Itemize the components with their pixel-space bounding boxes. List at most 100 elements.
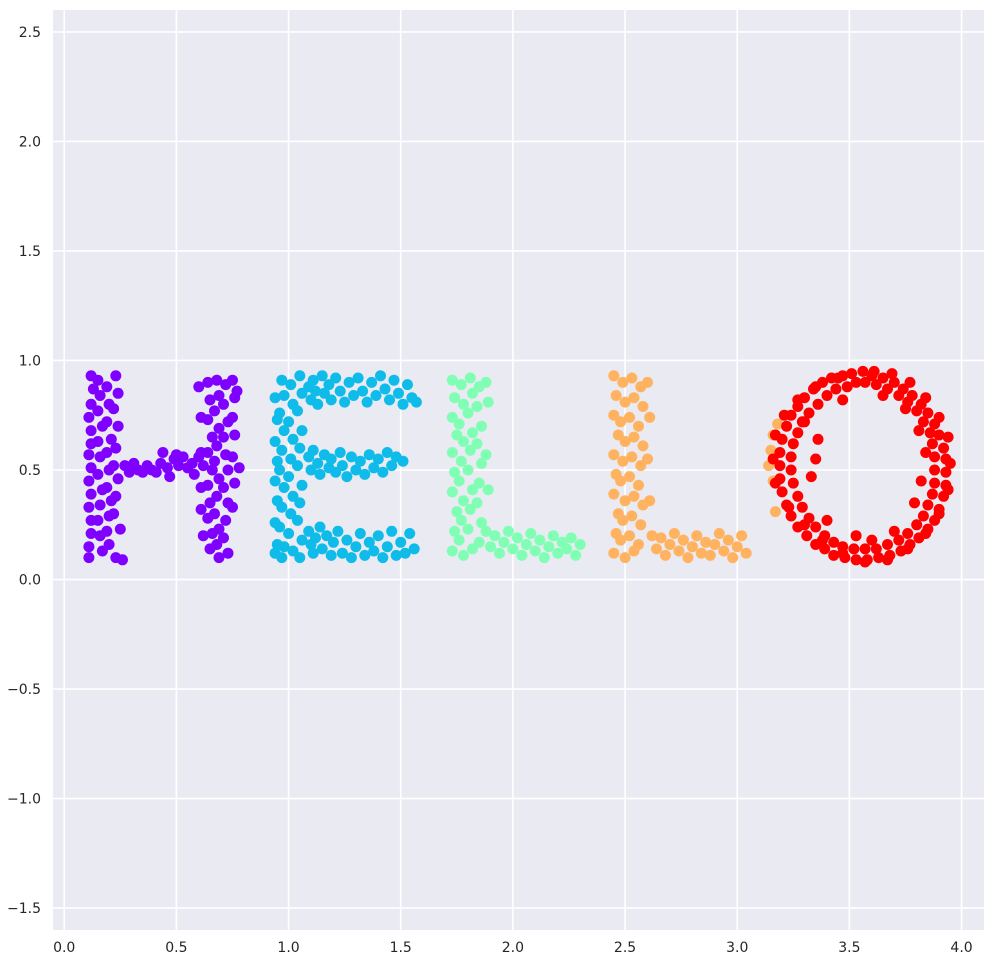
data-point: [341, 534, 353, 546]
data-point: [218, 482, 229, 493]
data-point: [821, 514, 833, 526]
data-point: [787, 438, 799, 450]
data-point: [922, 407, 934, 419]
data-point: [204, 497, 216, 509]
data-point: [772, 418, 784, 430]
data-point: [310, 532, 321, 544]
data-point: [316, 370, 328, 382]
data-point: [920, 528, 932, 539]
data-point: [85, 528, 97, 539]
data-point: [202, 376, 214, 388]
data-point: [85, 488, 97, 500]
data-point: [655, 532, 667, 544]
data-point: [231, 385, 243, 397]
data-point: [229, 477, 241, 489]
data-point: [458, 495, 469, 507]
data-point: [330, 372, 342, 384]
x-tick-label: 2.5: [614, 940, 636, 956]
data-point: [110, 370, 122, 382]
data-point: [83, 552, 95, 564]
data-point: [868, 365, 880, 377]
data-point: [357, 385, 369, 397]
data-point: [841, 381, 853, 393]
data-point: [397, 455, 409, 467]
data-point: [213, 422, 225, 434]
y-tick-label: 1.5: [19, 244, 41, 260]
data-point: [736, 530, 748, 542]
data-point: [393, 387, 404, 399]
data-point: [859, 376, 871, 388]
data-point: [799, 519, 810, 531]
data-point: [197, 530, 209, 542]
data-point: [366, 376, 378, 388]
data-point: [193, 381, 205, 393]
data-point: [476, 420, 487, 432]
data-point: [778, 409, 790, 421]
data-point: [893, 534, 905, 546]
data-point: [850, 530, 862, 542]
data-point: [307, 547, 319, 559]
data-point: [173, 460, 185, 472]
data-point: [929, 477, 941, 489]
y-tick-label: −0.5: [7, 682, 41, 698]
data-point: [101, 525, 113, 537]
data-point: [482, 484, 494, 496]
data-point: [886, 368, 898, 380]
data-point: [283, 416, 295, 428]
data-point: [570, 549, 582, 561]
data-point: [774, 460, 786, 472]
data-point: [294, 442, 306, 454]
data-point: [677, 534, 689, 546]
data-point: [310, 385, 321, 397]
data-point: [345, 451, 357, 463]
data-point: [395, 536, 407, 548]
data-point: [94, 390, 106, 401]
data-point: [274, 407, 286, 419]
data-point: [902, 543, 914, 555]
data-point: [278, 425, 290, 437]
data-point: [370, 390, 382, 401]
data-point: [769, 477, 781, 489]
data-point: [722, 534, 734, 546]
data-point: [817, 534, 828, 546]
data-point: [552, 547, 564, 559]
data-point: [92, 374, 104, 386]
data-point: [283, 471, 295, 483]
data-point: [294, 370, 306, 382]
data-point: [668, 528, 680, 539]
data-point: [211, 440, 223, 452]
data-point: [274, 521, 286, 533]
y-axis-tick-labels: 2.5 2.0 1.5 1.0 0.5 0.0 −0.5 −1.0 −1.5: [7, 25, 41, 917]
data-point: [765, 444, 777, 456]
data-point: [105, 433, 117, 445]
data-point: [108, 508, 120, 520]
data-point: [473, 536, 485, 548]
data-point: [731, 541, 743, 553]
data-point: [110, 490, 122, 502]
data-point: [83, 475, 95, 487]
data-point: [455, 514, 467, 526]
data-point: [635, 460, 647, 472]
data-point: [455, 379, 467, 391]
data-point: [177, 451, 189, 463]
data-point: [846, 368, 858, 380]
data-point: [877, 372, 889, 384]
scatter-points: [83, 365, 956, 568]
data-point: [446, 486, 458, 498]
data-point: [458, 436, 469, 447]
data-point: [287, 490, 299, 502]
data-point: [377, 552, 389, 564]
y-tick-label: 2.0: [19, 134, 41, 150]
data-point: [372, 453, 384, 465]
data-point: [325, 394, 337, 406]
data-point: [615, 534, 627, 546]
data-point: [781, 420, 793, 432]
data-point: [718, 545, 730, 557]
data-point: [920, 447, 932, 458]
data-point: [713, 528, 725, 539]
data-point: [390, 549, 402, 561]
data-point: [276, 444, 288, 456]
data-point: [476, 517, 487, 529]
data-point: [271, 455, 283, 467]
data-point: [227, 411, 238, 423]
